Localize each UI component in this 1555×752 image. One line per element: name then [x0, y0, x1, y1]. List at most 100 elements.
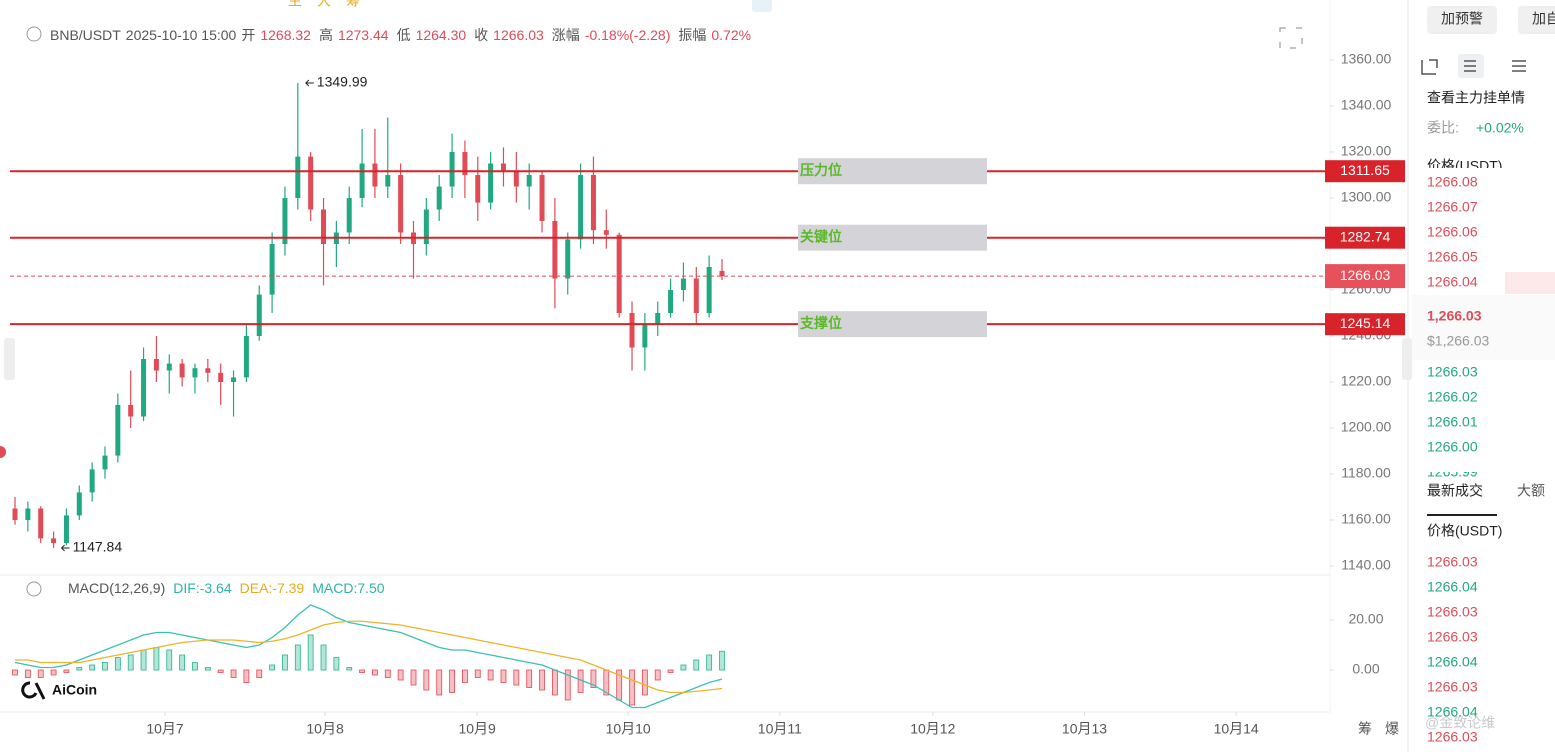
field-label: 高 [318, 27, 333, 43]
macd-bar [590, 669, 597, 688]
candle-body [526, 175, 532, 187]
macd-bar [654, 669, 661, 681]
macd-bar [217, 669, 224, 673]
macd-bar [629, 669, 635, 706]
macd-bar [192, 662, 198, 671]
candle-body [642, 324, 648, 348]
candle-body [603, 230, 609, 235]
candle-body [629, 313, 635, 348]
candle-body [51, 538, 57, 543]
field-value: 1266.03 [493, 27, 544, 43]
candle-body [578, 175, 584, 240]
toolbar-active[interactable] [752, 0, 772, 12]
candle-body [565, 239, 571, 279]
macd-bar [719, 650, 725, 671]
level-tag [1325, 226, 1405, 249]
level-label: 压力位 [800, 162, 842, 178]
large-tab[interactable]: 大额 [1517, 483, 1545, 499]
candle-body [655, 313, 661, 325]
macd-bar [140, 649, 147, 671]
macd-bar [680, 664, 687, 671]
candle-body [38, 508, 44, 539]
macd-bar [204, 667, 211, 671]
field-value: 0.72% [711, 27, 752, 43]
macd-bar [127, 654, 134, 671]
macd-bar [397, 669, 404, 681]
y-tick-label: 1220.00 [1341, 373, 1392, 389]
collapse-icon[interactable] [26, 581, 42, 597]
candle-body [346, 198, 352, 233]
depth-bar [1505, 272, 1555, 294]
extreme-arrow [305, 79, 314, 87]
macd-bar [50, 669, 57, 676]
macd-bar [333, 657, 340, 671]
toolbar-item[interactable]: 主 [288, 0, 302, 9]
candle-body [295, 156, 301, 198]
extreme-label: 1349.99 [317, 74, 368, 90]
candle-body [616, 234, 622, 313]
field-label: 开 [241, 27, 256, 43]
logo: AiCoin [52, 682, 97, 698]
toolbar-item[interactable]: 大 [317, 0, 331, 9]
side-icons[interactable] [1421, 59, 1526, 75]
right-handle[interactable] [1402, 338, 1412, 380]
ratio-value: +0.02% [1476, 120, 1524, 136]
macd-bar [372, 669, 378, 676]
macd-bar [63, 669, 70, 673]
legend-entry: MACD:7.50 [312, 580, 385, 596]
alert-button[interactable] [1427, 6, 1497, 34]
trade-price: 1266.03 [1427, 729, 1478, 745]
x-tick-label: 10月13 [1062, 721, 1107, 737]
field-label: 振幅 [678, 27, 707, 43]
candle-body [462, 152, 468, 175]
x-tick-label: 10月8 [306, 721, 344, 737]
candle-body [179, 363, 185, 378]
macd-bar [539, 669, 545, 691]
macd-bar [693, 659, 700, 671]
candle-body [205, 368, 211, 373]
macd-bar [423, 669, 430, 691]
candle-body [166, 363, 172, 371]
footer-button[interactable]: 爆 [1385, 721, 1399, 737]
footer-button[interactable]: 筹 [1358, 721, 1372, 737]
macd-bar [114, 657, 121, 671]
macd-bar [102, 662, 108, 671]
ohlc-header: BNB/USDT 2025-10-10 15:00 开 1268.32 高 1273.44… [50, 25, 759, 45]
side-button[interactable]: 加自 [1532, 11, 1555, 27]
macd-bar [269, 664, 275, 671]
left-dot[interactable] [0, 446, 6, 458]
fullscreen-icon[interactable] [1279, 27, 1303, 49]
candle-body [282, 198, 288, 244]
macd-bar [307, 634, 314, 671]
macd-bar [667, 669, 674, 673]
level-label: 支撑位 [799, 315, 842, 331]
candle-body [706, 267, 712, 313]
left-handle[interactable] [4, 338, 15, 380]
macd-bar [89, 664, 96, 671]
level-box [798, 311, 987, 338]
macd-bar [12, 669, 18, 676]
macd-bar [410, 669, 417, 686]
collapse-icon[interactable] [26, 26, 42, 42]
toolbar-item[interactable]: 筹 [346, 0, 360, 9]
candle-body [423, 209, 429, 244]
x-tick-label: 10月14 [1214, 721, 1259, 737]
last-price: 1,266.03 [1427, 308, 1482, 324]
candle-body [539, 175, 545, 221]
macd-legend: MACD(12,26,9) DIF:-3.64 DEA:-7.39 MACD:7.50 [68, 580, 393, 596]
y-tick-label: 1360.00 [1341, 51, 1392, 67]
trades-tab[interactable]: 最新成交 [1427, 483, 1483, 499]
last-price-usd: $1,266.03 [1427, 333, 1489, 349]
level-value: 1282.74 [1340, 228, 1391, 244]
depth-title[interactable]: 查看主力挂单情 [1427, 90, 1525, 106]
x-tick-label: 10月9 [458, 721, 496, 737]
bid-price: 1266.00 [1427, 439, 1478, 455]
macd-title: MACD(12,26,9) [68, 580, 166, 596]
x-tick-label: 10月12 [910, 721, 955, 737]
add-button[interactable] [1518, 6, 1555, 34]
side-button[interactable]: 加预警 [1441, 11, 1483, 27]
candle-body [256, 294, 262, 336]
candle-body [475, 175, 481, 203]
side-bg [1410, 0, 1555, 752]
trade-price: 1266.04 [1427, 704, 1478, 720]
